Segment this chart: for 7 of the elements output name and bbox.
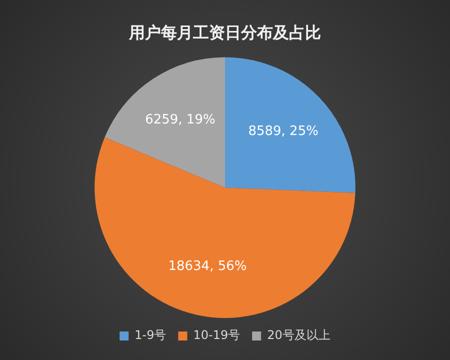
- legend-label: 10-19号: [193, 328, 240, 342]
- data-label: 8589, 25%: [248, 124, 318, 139]
- legend-label: 1-9号: [134, 328, 166, 342]
- data-label: 6259, 19%: [145, 112, 216, 128]
- chart-title: 用户每月工资日分布及占比: [128, 22, 321, 42]
- data-label: 18634, 56%: [168, 258, 247, 274]
- legend-label: 20号及以上: [267, 328, 330, 342]
